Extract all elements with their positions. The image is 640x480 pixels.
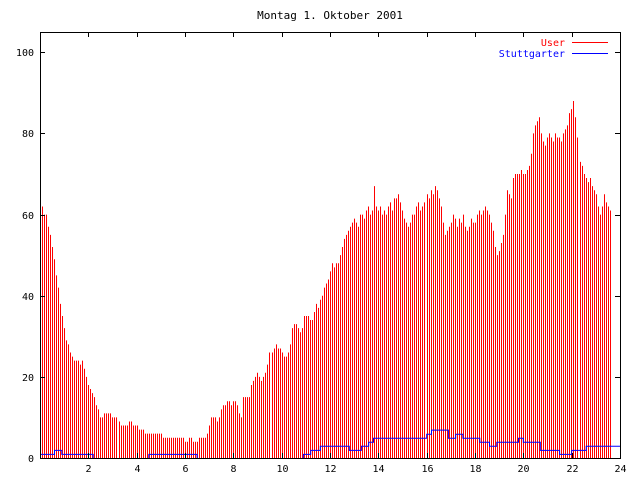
x-tick-label: 8 bbox=[230, 464, 236, 475]
x-tick-label: 6 bbox=[182, 464, 188, 475]
chart-title: Montag 1. Oktober 2001 bbox=[257, 9, 403, 22]
y-tick-label: 40 bbox=[22, 292, 34, 303]
x-tick-label: 18 bbox=[469, 464, 481, 475]
x-axis: 2 4 6 8 10 12 14 16 18 20 22 24 bbox=[85, 32, 627, 475]
y-tick-label: 80 bbox=[22, 129, 34, 140]
stuttgarter-line bbox=[40, 429, 620, 459]
legend-label-stuttgarter: Stuttgarter bbox=[499, 49, 565, 60]
legend: User Stuttgarter bbox=[499, 38, 608, 60]
x-tick-label: 12 bbox=[324, 464, 336, 475]
y-axis: 0 20 40 60 80 100 bbox=[16, 48, 620, 465]
y-tick-label: 60 bbox=[22, 211, 34, 222]
legend-label-user: User bbox=[541, 38, 565, 49]
x-tick-label: 4 bbox=[134, 464, 140, 475]
x-tick-label: 16 bbox=[421, 464, 433, 475]
user-bars bbox=[40, 100, 611, 458]
y-tick-label: 20 bbox=[22, 373, 34, 384]
y-tick-label: 100 bbox=[16, 48, 34, 59]
stuttgarter-line-group bbox=[40, 429, 620, 459]
y-tick-label: 0 bbox=[28, 454, 34, 465]
x-tick-label: 2 bbox=[85, 464, 91, 475]
x-tick-label: 14 bbox=[372, 464, 384, 475]
x-tick-label: 24 bbox=[614, 464, 626, 475]
x-tick-label: 22 bbox=[566, 464, 578, 475]
x-tick-label: 10 bbox=[276, 464, 288, 475]
x-tick-label: 20 bbox=[517, 464, 529, 475]
